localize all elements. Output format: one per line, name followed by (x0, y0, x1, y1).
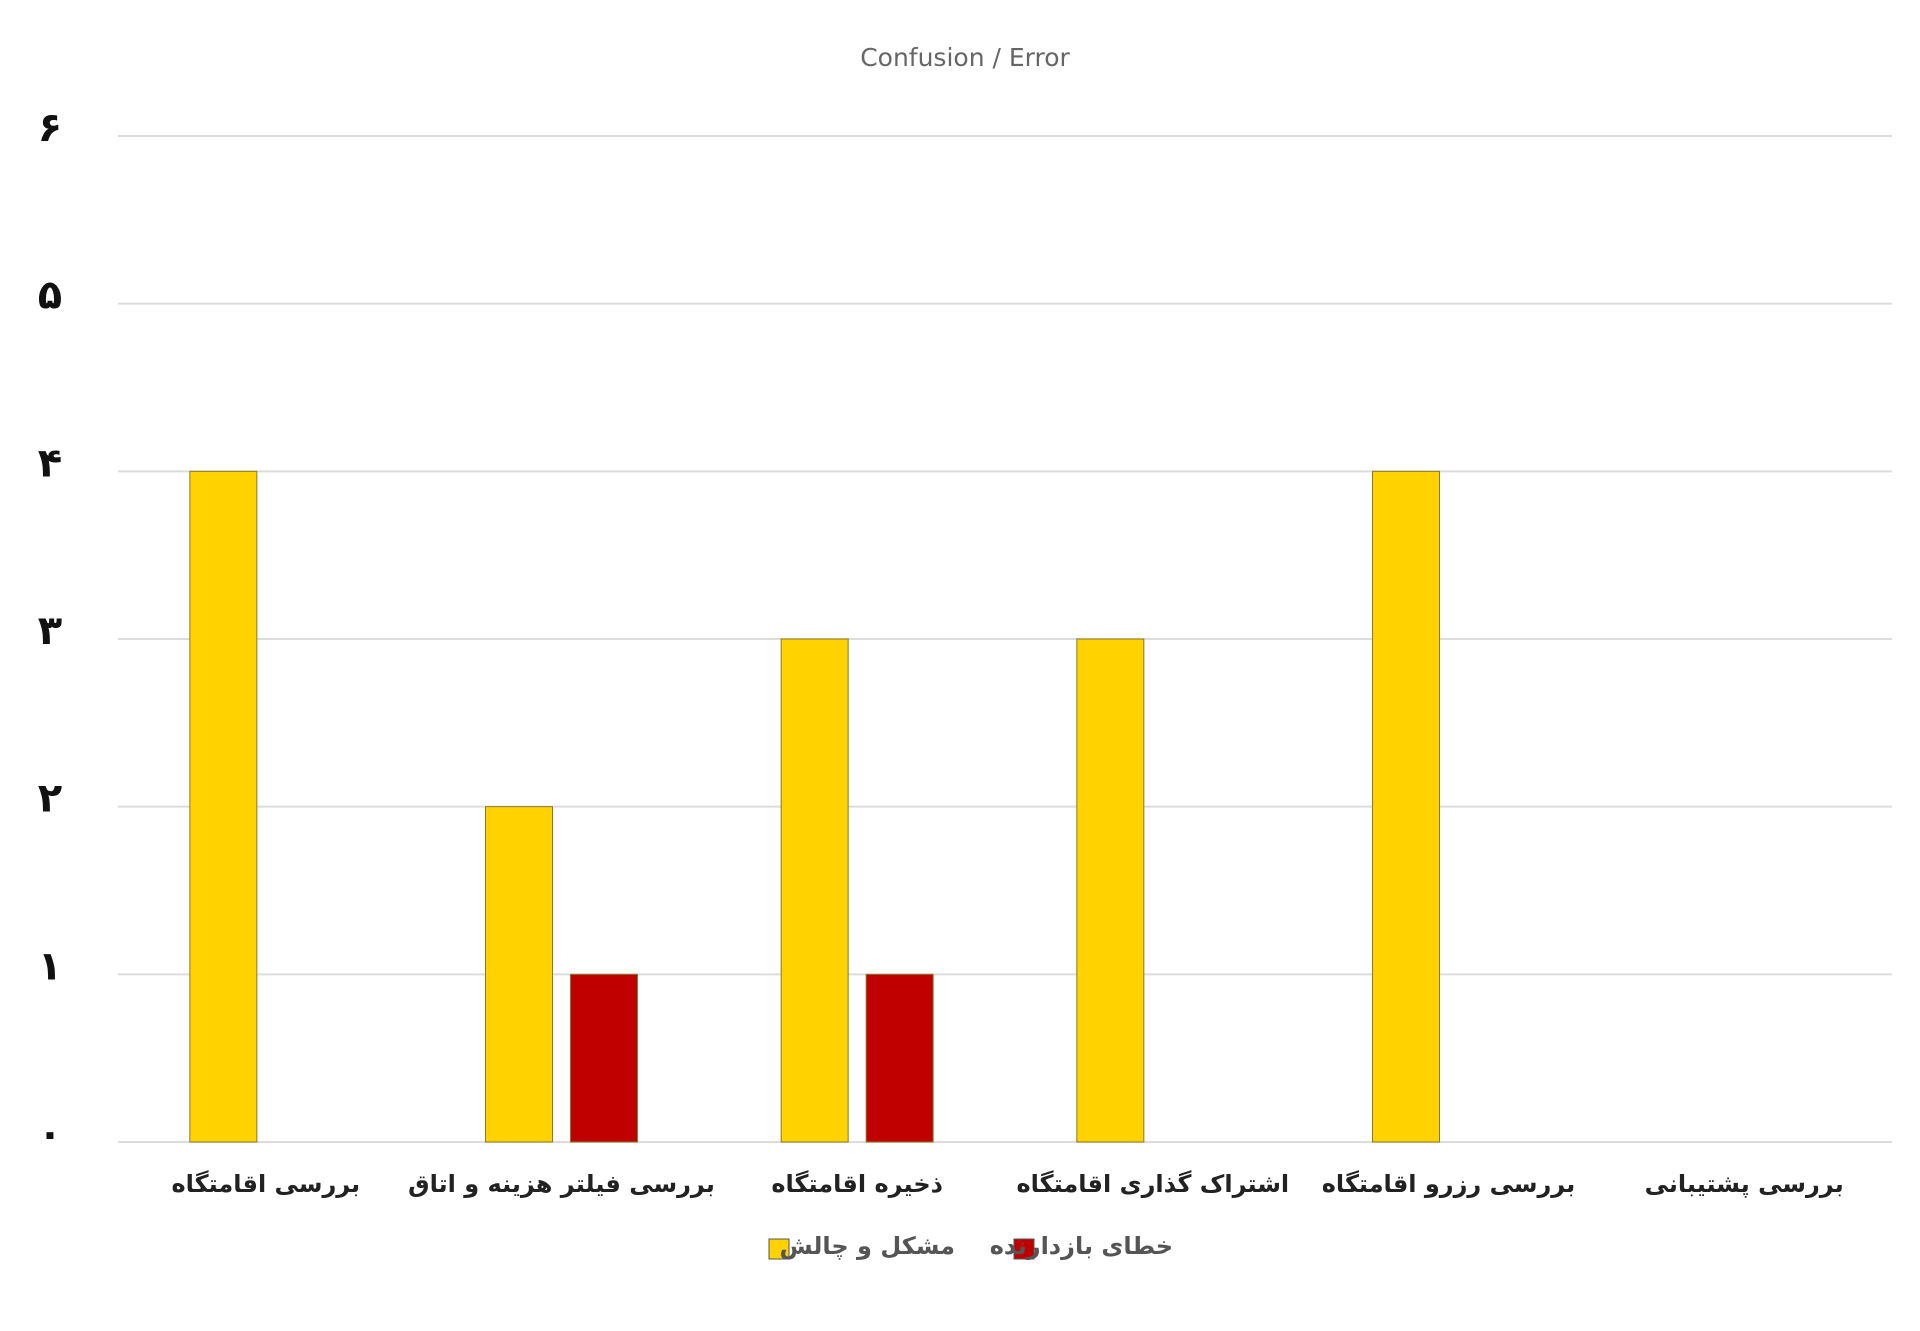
bar (1076, 638, 1145, 1143)
bar (865, 973, 934, 1143)
y-tick-label: ۳ (38, 608, 62, 654)
bar (1372, 470, 1440, 1143)
x-tick-label: بررسی رزرو اقامتگاه (1322, 1170, 1575, 1198)
x-tick-label: اشتراک گذاری اقامتگاه (1016, 1170, 1289, 1198)
legend-label: مشکل و چالش (779, 1232, 955, 1260)
x-tick-label: بررسی اقامتگاه (171, 1170, 360, 1198)
x-tick-label: ذخیره اقامتگاه (771, 1170, 943, 1198)
x-tick-label: بررسی پشتیبانی (1645, 1170, 1844, 1198)
y-tick-label: ۲ (38, 776, 62, 822)
y-tick-label: ۱ (38, 943, 62, 989)
bar (780, 638, 849, 1143)
x-tick-label: بررسی فیلتر هزینه و اتاق (408, 1170, 715, 1198)
legend-swatch (768, 1238, 790, 1260)
chart-title: Confusion / Error (860, 43, 1070, 72)
y-tick-label: ۰ (38, 1111, 62, 1157)
bar (189, 470, 258, 1143)
y-tick-label: ۴ (38, 440, 62, 486)
legend-swatch (1013, 1238, 1035, 1260)
y-tick-label: ۵ (38, 273, 62, 319)
bar (570, 973, 638, 1143)
legend-label: خطای بازدارنده (990, 1232, 1173, 1260)
bar (485, 806, 553, 1143)
y-tick-label: ۶ (38, 105, 62, 151)
